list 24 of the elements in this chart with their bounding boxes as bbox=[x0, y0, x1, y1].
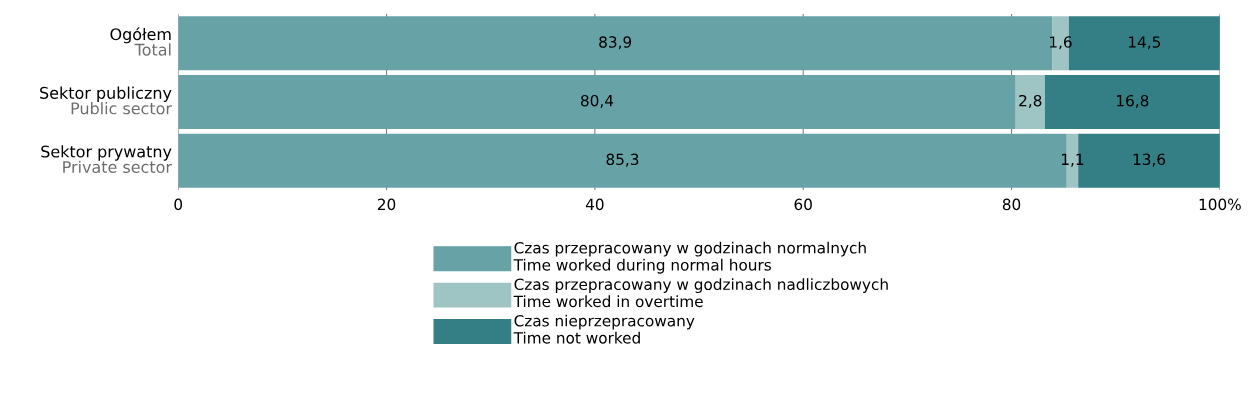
y-tick-label: Sektor publiczny Public sector bbox=[40, 86, 172, 115]
data-label: 83,9 bbox=[599, 36, 632, 50]
bar bbox=[1044, 75, 1220, 129]
x-tick-label: 40 bbox=[585, 198, 604, 211]
data-label: 85,3 bbox=[606, 153, 639, 167]
x-tick-label: 100% bbox=[1199, 198, 1241, 211]
y-tick-label: Sektor prywatny Private sector bbox=[41, 145, 172, 174]
y-tick-label: Ogółem Total bbox=[110, 27, 171, 56]
x-tick-label: 20 bbox=[377, 198, 396, 211]
data-label: 14,5 bbox=[1129, 36, 1161, 50]
bar bbox=[1015, 75, 1045, 129]
legend-label: Czas przepracowany w godzinach normalnych Time worked during normal hours bbox=[513, 241, 866, 274]
data-label: 13,6 bbox=[1133, 153, 1166, 167]
data-label: 1,1 bbox=[1062, 153, 1084, 167]
legend-label: Czas nieprzepracowany Time not worked bbox=[513, 314, 695, 344]
legend-label: Czas przepracowany w godzinach nadliczbowych Time worked in overtime bbox=[513, 278, 888, 308]
data-label: 2,8 bbox=[1019, 94, 1042, 108]
x-tick-label: 0 bbox=[174, 198, 183, 211]
data-label: 1,6 bbox=[1050, 36, 1072, 50]
bar bbox=[178, 75, 1016, 129]
x-tick-label: 60 bbox=[794, 198, 812, 211]
data-label: 80,4 bbox=[580, 94, 614, 108]
x-tick-label: 80 bbox=[1002, 198, 1021, 211]
data-label: 16,8 bbox=[1117, 94, 1149, 108]
